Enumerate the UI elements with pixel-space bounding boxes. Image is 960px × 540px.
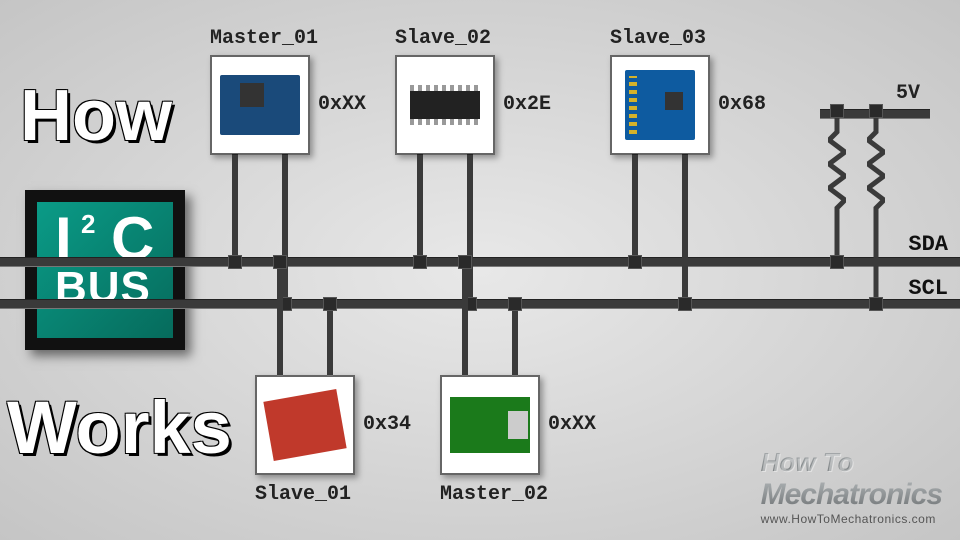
- dot-r2-vcc: [869, 104, 883, 118]
- junction-slave01-scl: [323, 297, 337, 311]
- vcc-label: 5V: [896, 82, 920, 105]
- drop-slave01-scl: [327, 304, 333, 375]
- title-works: Works: [7, 385, 232, 470]
- device-slave02-board-icon: [410, 91, 480, 119]
- device-master01-addr: 0xXX: [318, 93, 366, 116]
- pullup-r2: [867, 112, 885, 304]
- device-master01-name: Master_01: [210, 27, 318, 50]
- i2c-bus-logo: I 2 C BUS: [25, 190, 185, 350]
- junction-slave03-sda: [628, 255, 642, 269]
- junction-slave01-sda: [273, 255, 287, 269]
- drop-slave02-sda: [417, 155, 423, 262]
- device-slave01: [255, 375, 355, 475]
- junction-master01-sda: [228, 255, 242, 269]
- device-master01-board-icon: [220, 75, 300, 135]
- sda-wire: [0, 258, 960, 266]
- device-slave01-board-icon: [263, 389, 346, 461]
- dot-r2-scl: [869, 297, 883, 311]
- drop-slave03-sda: [632, 155, 638, 262]
- device-master02: [440, 375, 540, 475]
- dot-r1-vcc: [830, 104, 844, 118]
- logo-sup: 2: [81, 212, 97, 237]
- pullup-r1: [828, 112, 846, 262]
- drop-master02-sda: [462, 262, 468, 375]
- device-slave01-addr: 0x34: [363, 413, 411, 436]
- dot-r1-sda: [830, 255, 844, 269]
- watermark-url: www.HowToMechatronics.com: [761, 512, 942, 526]
- drop-master01-sda: [232, 155, 238, 262]
- drop-slave03-scl: [682, 155, 688, 304]
- sda-label: SDA: [908, 232, 948, 257]
- drop-slave01-sda: [277, 262, 283, 375]
- junction-slave03-scl: [678, 297, 692, 311]
- i2c-bus-logo-inner: I 2 C BUS: [37, 202, 173, 338]
- junction-master02-scl: [508, 297, 522, 311]
- device-master01: [210, 55, 310, 155]
- device-slave02-name: Slave_02: [395, 27, 491, 50]
- device-master02-board-icon: [450, 397, 530, 453]
- title-how: How: [20, 75, 172, 157]
- watermark: How To Mechatronics www.HowToMechatronic…: [761, 447, 942, 526]
- device-slave01-name: Slave_01: [255, 483, 351, 506]
- scl-wire: [0, 300, 960, 308]
- device-slave02: [395, 55, 495, 155]
- junction-master02-sda: [458, 255, 472, 269]
- watermark-line2: Mechatronics: [761, 478, 942, 512]
- device-slave03-addr: 0x68: [718, 93, 766, 116]
- device-slave03-name: Slave_03: [610, 27, 706, 50]
- drop-master02-scl: [512, 304, 518, 375]
- device-master02-name: Master_02: [440, 483, 548, 506]
- device-master02-addr: 0xXX: [548, 413, 596, 436]
- device-slave03-board-icon: [625, 70, 695, 140]
- device-slave03: [610, 55, 710, 155]
- scl-label: SCL: [908, 276, 948, 301]
- junction-slave02-sda: [413, 255, 427, 269]
- device-slave02-addr: 0x2E: [503, 93, 551, 116]
- watermark-line1: How To: [761, 447, 942, 478]
